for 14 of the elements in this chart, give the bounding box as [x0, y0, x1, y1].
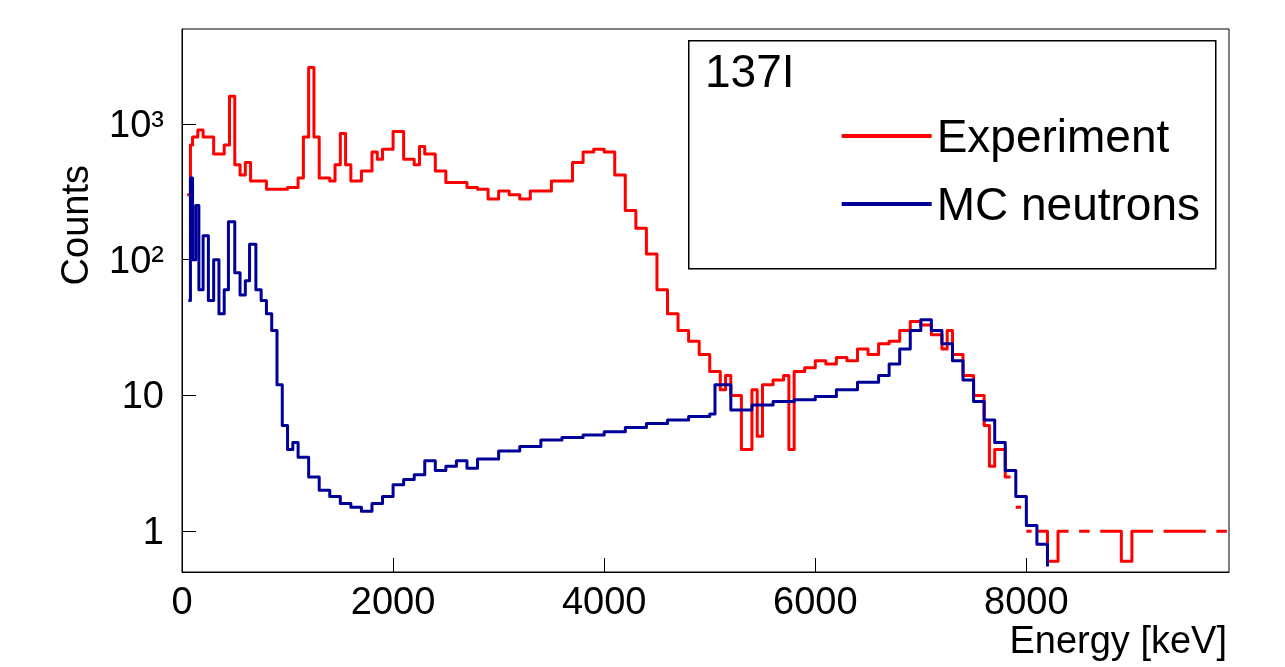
legend-label: Experiment	[936, 110, 1170, 162]
y-tick-label: 1	[142, 510, 164, 553]
y-tick-label: 10²	[109, 238, 164, 281]
x-tick-label: 8000	[984, 580, 1069, 622]
y-axis-title: Counts	[54, 165, 96, 286]
y-tick-label: 10	[121, 374, 164, 417]
legend-label: MC neutrons	[936, 178, 1201, 230]
x-tick-label: 6000	[772, 580, 858, 622]
legend-title: 137I	[705, 45, 795, 97]
y-tick-label: 10³	[109, 102, 164, 145]
x-tick-label: 0	[171, 580, 193, 622]
x-axis-title: Energy [keV]	[1009, 619, 1228, 661]
x-tick-label: 4000	[561, 580, 647, 622]
x-tick-label: 2000	[350, 580, 436, 622]
